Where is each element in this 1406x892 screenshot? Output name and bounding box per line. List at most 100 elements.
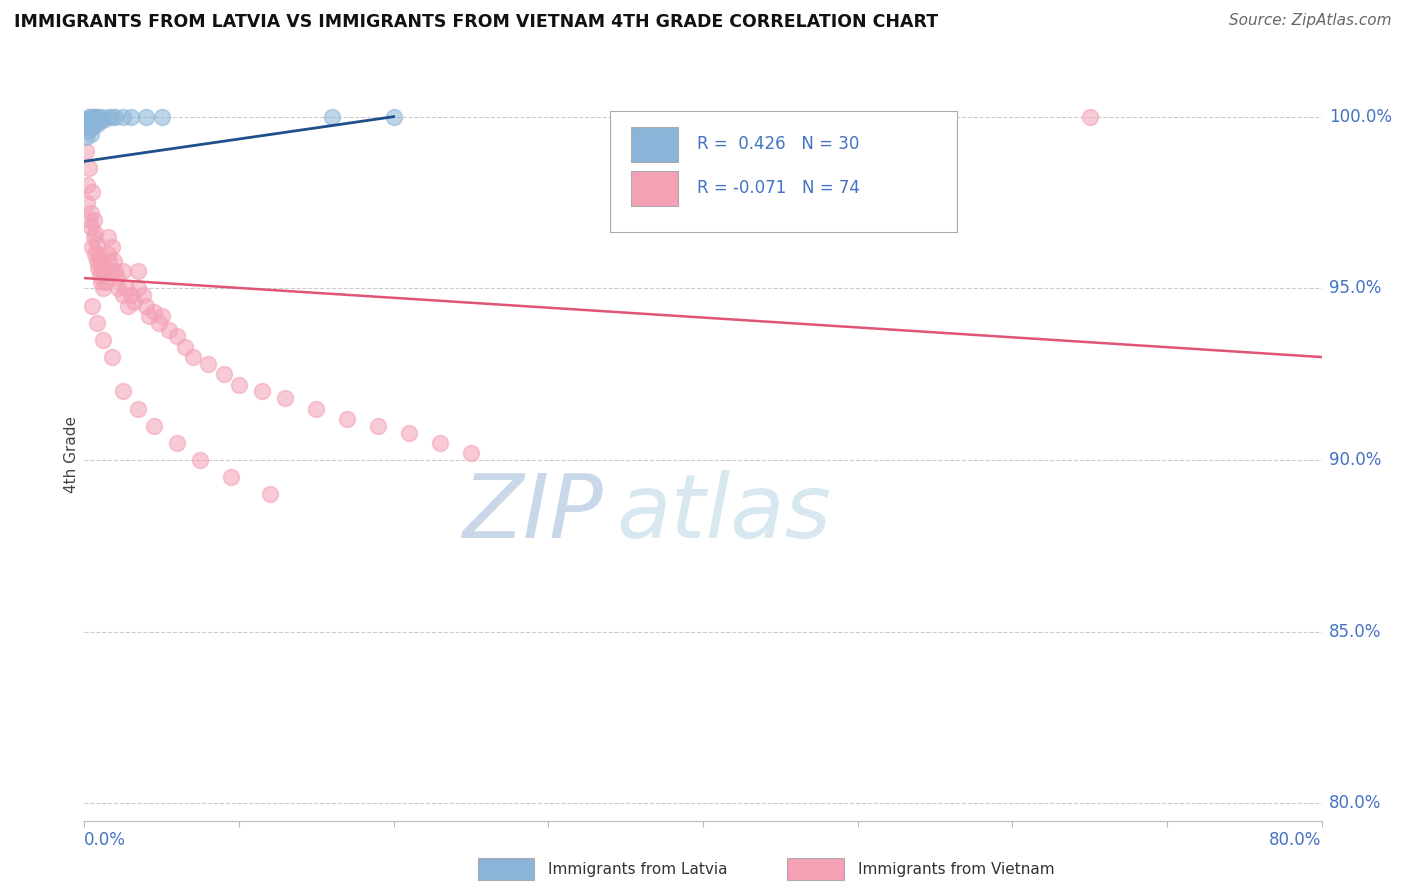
Point [86, 236, 108, 251]
Point [94, 275, 117, 289]
Point [91, 333, 114, 347]
Point [84, 113, 107, 128]
Point [77, 116, 100, 130]
Text: 95.0%: 95.0% [1329, 279, 1381, 297]
Point [90, 275, 112, 289]
Point [82, 240, 104, 254]
Point [120, 288, 142, 302]
Text: 90.0%: 90.0% [1329, 451, 1381, 469]
Point [382, 110, 405, 124]
Point [84, 227, 107, 241]
Point [1078, 110, 1101, 124]
Text: 80.0%: 80.0% [1329, 795, 1381, 813]
Point [87, 113, 110, 128]
Point [79, 110, 101, 124]
Point [83, 212, 105, 227]
Point [100, 264, 122, 278]
Point [143, 418, 166, 433]
Point [82, 120, 104, 134]
Point [87, 247, 110, 261]
Point [117, 299, 139, 313]
Point [76, 120, 98, 134]
Point [336, 412, 359, 426]
Point [135, 110, 157, 124]
Text: Immigrants from Latvia: Immigrants from Latvia [548, 863, 728, 877]
Point [89, 253, 111, 268]
Point [76, 195, 98, 210]
Point [159, 322, 180, 336]
Point [86, 116, 108, 130]
Text: 80.0%: 80.0% [1270, 831, 1322, 849]
Point [127, 264, 149, 278]
Point [82, 185, 104, 199]
Point [101, 240, 124, 254]
Point [143, 305, 166, 319]
Point [188, 453, 211, 467]
Text: 0.0%: 0.0% [84, 831, 127, 849]
Point [93, 264, 115, 278]
Text: Immigrants from Vietnam: Immigrants from Vietnam [858, 863, 1054, 877]
Text: Source: ZipAtlas.com: Source: ZipAtlas.com [1229, 13, 1392, 29]
Point [197, 357, 219, 371]
Point [429, 436, 451, 450]
Point [212, 368, 235, 382]
Point [86, 316, 108, 330]
Point [89, 268, 111, 282]
Point [84, 247, 107, 261]
Point [91, 281, 114, 295]
Point [166, 329, 188, 343]
Point [166, 436, 188, 450]
Point [77, 123, 100, 137]
Point [174, 340, 197, 354]
Point [274, 391, 297, 405]
Bar [631, 128, 678, 162]
Point [79, 127, 101, 141]
Point [112, 264, 135, 278]
Point [82, 299, 104, 313]
Point [135, 299, 157, 313]
Text: IMMIGRANTS FROM LATVIA VS IMMIGRANTS FROM VIETNAM 4TH GRADE CORRELATION CHART: IMMIGRANTS FROM LATVIA VS IMMIGRANTS FRO… [14, 13, 938, 31]
Point [79, 219, 101, 234]
Point [219, 470, 242, 484]
Point [181, 350, 204, 364]
Point [90, 260, 112, 275]
Point [104, 110, 127, 124]
Point [112, 110, 135, 124]
Text: R = -0.071   N = 74: R = -0.071 N = 74 [697, 179, 859, 197]
Point [460, 446, 482, 460]
Point [98, 253, 121, 268]
Point [77, 161, 100, 176]
Point [367, 418, 389, 433]
Point [96, 230, 118, 244]
Point [86, 110, 108, 124]
Text: 85.0%: 85.0% [1329, 623, 1381, 640]
Point [103, 253, 125, 268]
Point [107, 281, 129, 295]
Y-axis label: 4th Grade: 4th Grade [63, 417, 79, 493]
Point [83, 110, 105, 124]
Point [75, 130, 97, 145]
Point [86, 253, 108, 268]
Point [150, 110, 173, 124]
Bar [631, 171, 678, 206]
Point [104, 264, 127, 278]
Point [250, 384, 273, 399]
Point [91, 113, 114, 128]
Point [82, 113, 104, 128]
Point [101, 350, 124, 364]
Point [79, 113, 101, 128]
Point [96, 247, 118, 261]
Point [79, 206, 101, 220]
Point [115, 281, 138, 295]
Point [127, 281, 149, 295]
Point [132, 288, 155, 302]
Point [77, 212, 100, 227]
Point [120, 110, 142, 124]
Point [398, 425, 420, 440]
Point [305, 401, 328, 416]
Text: atlas: atlas [616, 470, 831, 557]
Point [228, 377, 250, 392]
Point [138, 309, 160, 323]
Point [75, 144, 97, 158]
Point [122, 295, 145, 310]
